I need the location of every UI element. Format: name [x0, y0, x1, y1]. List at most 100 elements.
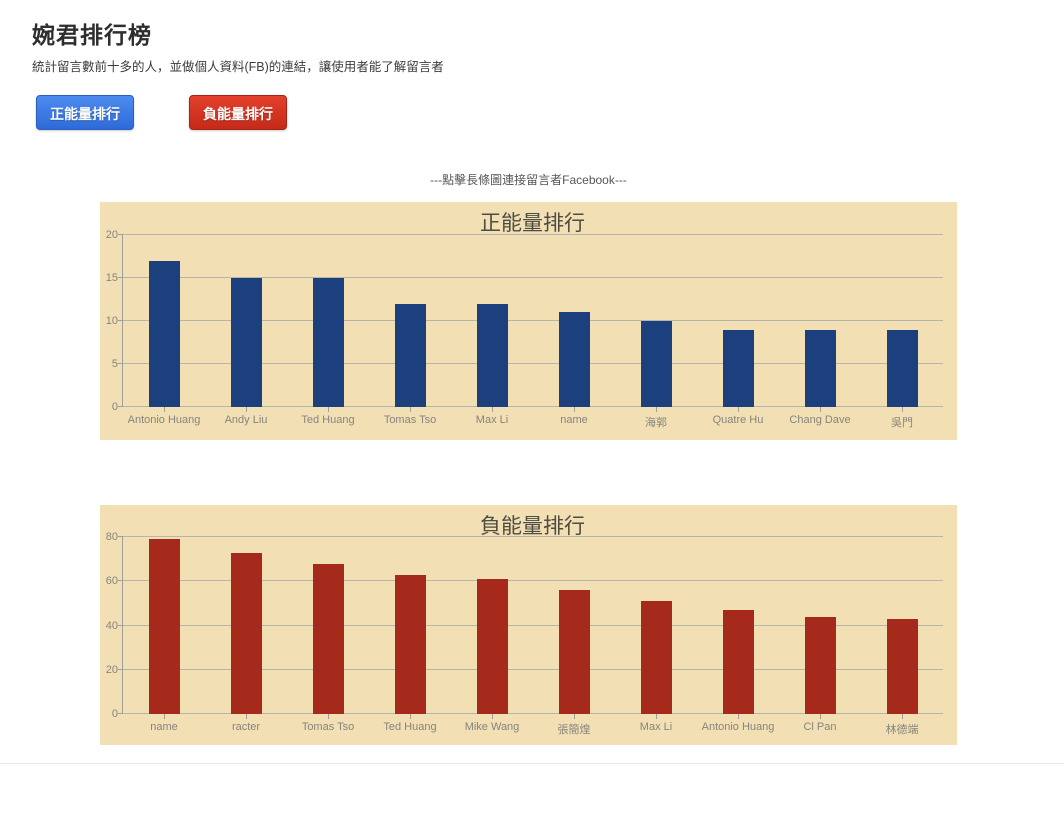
- x-axis-label: 張簡煌: [557, 724, 591, 736]
- y-axis-tick: [118, 713, 123, 714]
- chart-bar[interactable]: [886, 618, 918, 714]
- gridline: [123, 536, 943, 537]
- gridline: [123, 320, 943, 321]
- x-axis-tick: [164, 407, 165, 412]
- chart-title: 正能量排行: [480, 211, 585, 235]
- x-axis-label: Antonio Huang: [701, 721, 775, 733]
- x-axis-label: Tomas Tso: [301, 721, 355, 733]
- x-axis-tick: [738, 407, 739, 412]
- gridline: [123, 624, 943, 626]
- y-axis-label: 20: [105, 663, 118, 676]
- chart-bar[interactable]: [558, 590, 590, 714]
- x-axis-tick: [820, 407, 821, 412]
- negative-energy-chart: 負能量排行 0 20 40 60 80 name racter Tomas Tso Ted Hu…: [100, 505, 957, 745]
- page-subtitle: 統計留言數前十多的人，並做個人資料(FB)的連結，讓使用者能了解留言者: [32, 60, 444, 74]
- y-axis-label: 40: [105, 619, 118, 632]
- x-axis-tick: [574, 714, 575, 719]
- x-axis-tick: [164, 714, 165, 719]
- x-axis-label: Cl Pan: [803, 721, 837, 733]
- x-axis-label: Quatre Hu: [712, 414, 764, 426]
- y-axis-label: 60: [105, 575, 118, 588]
- chart-bar[interactable]: [722, 610, 754, 714]
- positive-ranking-button[interactable]: 正能量排行: [36, 95, 134, 130]
- x-axis-label: 林德端: [885, 724, 919, 736]
- x-axis-tick: [738, 714, 739, 719]
- chart-bar[interactable]: [476, 579, 508, 714]
- y-axis-tick: [118, 363, 123, 364]
- x-axis-label: name: [150, 721, 178, 733]
- gridline: [123, 580, 943, 582]
- x-axis-label: Mike Wang: [464, 721, 520, 733]
- y-axis-tick: [118, 536, 123, 537]
- x-axis-label: racter: [231, 721, 261, 733]
- x-axis-label: Max Li: [475, 414, 509, 426]
- chart-bar[interactable]: [394, 303, 426, 407]
- y-axis-tick: [118, 320, 123, 321]
- x-axis-label: name: [560, 414, 588, 426]
- x-axis-tick: [656, 407, 657, 412]
- footer-divider: [0, 763, 1064, 764]
- chart-bar[interactable]: [148, 539, 180, 714]
- x-axis-label: Andy Liu: [224, 414, 268, 426]
- gridline: [123, 363, 943, 364]
- y-axis-label: 20: [105, 229, 118, 241]
- chart-bar[interactable]: [804, 616, 836, 714]
- chart-bar[interactable]: [722, 329, 754, 407]
- x-axis-label: 海郭: [645, 417, 667, 429]
- x-axis-tick: [820, 714, 821, 719]
- x-axis-label: Chang Dave: [789, 414, 851, 426]
- chart-bar[interactable]: [230, 278, 262, 407]
- y-axis-tick: [118, 277, 123, 278]
- x-axis-label: Tomas Tso: [383, 414, 437, 426]
- x-axis-tick: [656, 714, 657, 719]
- y-axis-tick: [118, 406, 123, 407]
- y-axis-tick: [118, 624, 123, 626]
- gridline: [123, 277, 943, 278]
- chart-bar[interactable]: [312, 563, 344, 714]
- x-axis-tick: [328, 714, 329, 719]
- x-axis-tick: [902, 714, 903, 719]
- chart-bar[interactable]: [558, 312, 590, 407]
- chart-bar[interactable]: [640, 321, 672, 407]
- x-axis-label: Ted Huang: [383, 721, 437, 733]
- plot-area: 0 5 10 15 20 Antonio Huang Andy Liu Ted Huang To…: [106, 229, 943, 429]
- chart-bar[interactable]: [886, 329, 918, 407]
- gridline: [123, 234, 943, 235]
- page-title: 婉君排行榜: [32, 22, 152, 48]
- positive-energy-chart: 正能量排行 0 5 10 15 20 Antonio Huang Andy Liu Ted H…: [100, 202, 957, 440]
- plot-area: 0 20 40 60 80 name racter Tomas Tso Ted Huang Mik…: [106, 531, 943, 736]
- y-axis-label: 0: [111, 708, 118, 720]
- x-axis-label: Max Li: [639, 721, 673, 733]
- x-axis-label: 吳門: [891, 417, 913, 429]
- gridline: [123, 713, 943, 714]
- chart-bar[interactable]: [804, 329, 836, 407]
- x-axis-tick: [410, 407, 411, 412]
- x-axis-tick: [410, 714, 411, 719]
- chart-bar[interactable]: [394, 574, 426, 714]
- negative-ranking-button[interactable]: 負能量排行: [189, 95, 287, 130]
- chart-bar[interactable]: [640, 601, 672, 714]
- gridline: [123, 668, 943, 670]
- x-axis-tick: [902, 407, 903, 412]
- y-axis-tick: [118, 668, 123, 670]
- chart-bar[interactable]: [230, 552, 262, 714]
- y-axis-label: 80: [105, 531, 118, 543]
- chart-click-hint: ---點擊長條圖連接留言者Facebook---: [430, 173, 627, 187]
- x-axis-tick: [246, 407, 247, 412]
- x-axis-tick: [328, 407, 329, 412]
- y-axis-tick: [118, 580, 123, 582]
- x-axis-tick: [492, 714, 493, 719]
- y-axis-label: 0: [111, 401, 118, 413]
- chart-bar[interactable]: [312, 278, 344, 407]
- button-row: 正能量排行 負能量排行: [36, 95, 287, 130]
- y-axis-tick: [118, 234, 123, 235]
- chart-bar[interactable]: [476, 303, 508, 407]
- chart-title: 負能量排行: [480, 514, 585, 538]
- y-axis-label: 10: [105, 315, 118, 327]
- x-axis-label: Ted Huang: [301, 414, 355, 426]
- x-axis-tick: [492, 407, 493, 412]
- gridline: [123, 406, 943, 407]
- x-axis-tick: [574, 407, 575, 412]
- chart-bar[interactable]: [148, 260, 180, 407]
